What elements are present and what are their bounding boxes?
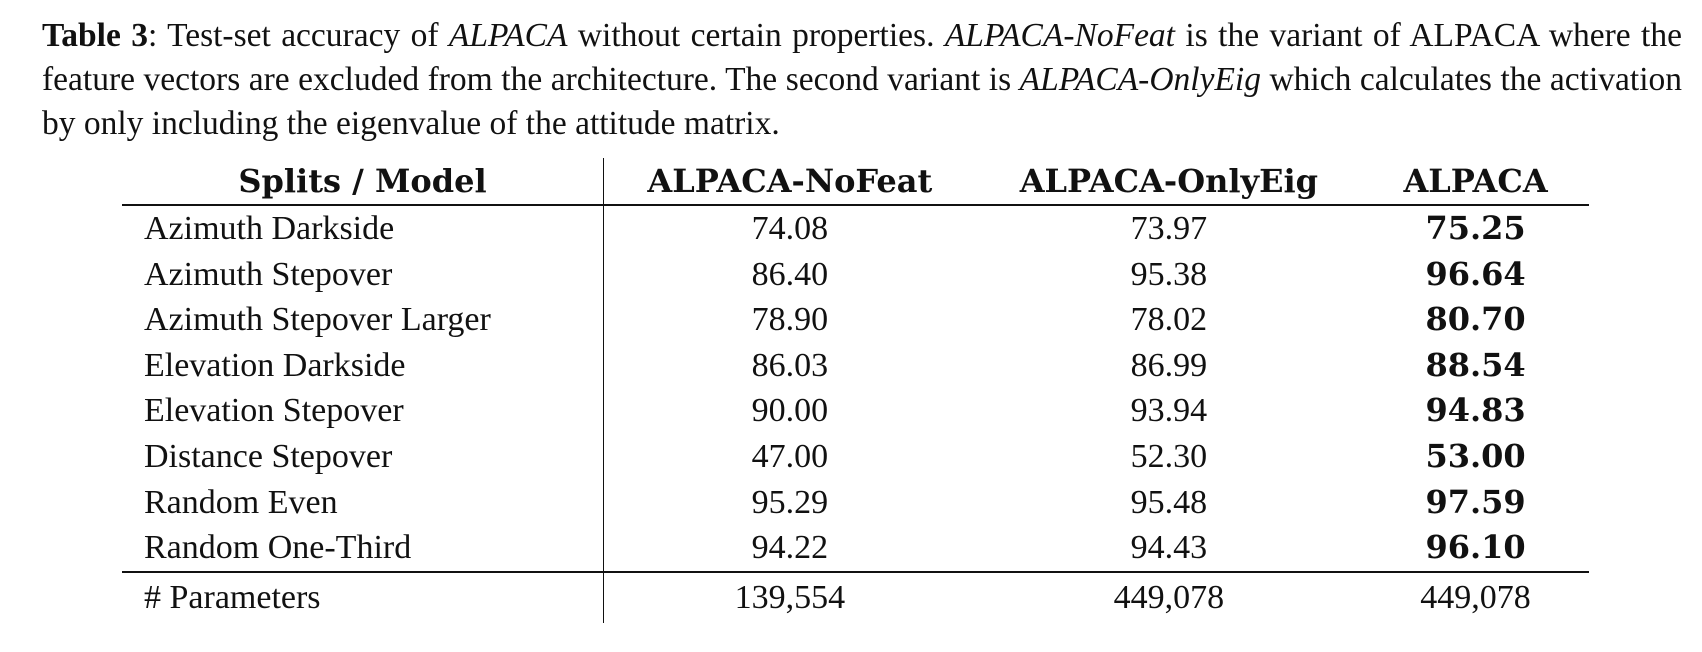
split-name: Distance Stepover: [122, 433, 605, 480]
table-row: Elevation Stepover 90.00 93.94 94.83: [122, 388, 1589, 434]
split-name: Random One-Third: [122, 525, 605, 572]
header-onlyeig: ALPACA-OnlyEig: [975, 158, 1363, 206]
table-row: Random One-Third 94.22 94.43 96.10: [122, 525, 1589, 572]
caption-label: Table 3: [42, 17, 148, 54]
alpaca-value: 96.64: [1425, 254, 1526, 293]
results-table: Splits / Model ALPACA-NoFeat ALPACA-Only…: [122, 158, 1589, 623]
parameters-row: # Parameters 139,554 449,078 449,078: [122, 570, 1589, 623]
onlyeig-value: 78.02: [1130, 301, 1208, 339]
alpaca-params: 449,078: [1362, 570, 1589, 623]
onlyeig-value: 95.38: [1130, 255, 1208, 293]
nofeat-value: 95.29: [751, 483, 829, 521]
split-name: Elevation Stepover: [122, 388, 605, 434]
alpaca-value: 96.10: [1425, 528, 1526, 567]
table-row: Azimuth Darkside 74.08 73.97 75.25: [122, 205, 1589, 252]
split-name: Azimuth Stepover: [122, 251, 605, 298]
table-row: Distance Stepover 47.00 52.30 53.00: [122, 433, 1589, 480]
onlyeig-value: 93.94: [1130, 392, 1208, 430]
alpaca-value: 97.59: [1425, 482, 1526, 521]
caption-text-2: without certain properties.: [567, 17, 945, 54]
alpaca-value: 88.54: [1425, 345, 1526, 384]
nofeat-params: 139,554: [603, 570, 976, 623]
caption-variant-nofeat: ALPACA-NoFeat: [944, 17, 1175, 54]
caption-model-name: ALPACA: [448, 17, 568, 54]
nofeat-value: 94.22: [751, 529, 829, 567]
caption-text-4: which calculates the activation by only …: [42, 61, 1683, 142]
onlyeig-params: 449,078: [975, 570, 1363, 623]
caption-variant-onlyeig: ALPACA-OnlyEig: [1019, 61, 1261, 98]
nofeat-value: 86.40: [751, 255, 829, 293]
table-row: Elevation Darkside 86.03 86.99 88.54: [122, 342, 1589, 389]
alpaca-value: 75.25: [1425, 209, 1526, 247]
table-row: Random Even 95.29 95.48 97.59: [122, 479, 1589, 526]
table-caption: Table 3: Test-set accuracy of ALPACA wit…: [42, 14, 1682, 146]
nofeat-value: 86.03: [751, 346, 829, 384]
header-splits-model: Splits / Model: [122, 158, 605, 206]
nofeat-value: 90.00: [751, 392, 829, 430]
onlyeig-value: 73.97: [1130, 210, 1208, 247]
nofeat-value: 78.90: [751, 301, 829, 339]
split-name: Azimuth Stepover Larger: [122, 297, 605, 343]
table-row: Azimuth Stepover Larger 78.90 78.02 80.7…: [122, 297, 1589, 343]
split-name: Elevation Darkside: [122, 342, 605, 389]
caption-text-3: is the variant of ALPACA where the featu…: [42, 17, 1682, 98]
caption-text-1: : Test-set accuracy of: [147, 17, 449, 54]
parameters-label: # Parameters: [122, 570, 605, 623]
onlyeig-value: 95.48: [1130, 483, 1208, 521]
alpaca-value: 53.00: [1425, 436, 1526, 475]
nofeat-value: 47.00: [751, 437, 829, 475]
onlyeig-value: 94.43: [1130, 529, 1208, 567]
table-row: Azimuth Stepover 86.40 95.38 96.64: [122, 251, 1589, 298]
split-name: Random Even: [122, 479, 605, 526]
nofeat-value: 74.08: [751, 210, 829, 247]
alpaca-value: 80.70: [1425, 300, 1526, 339]
header-nofeat: ALPACA-NoFeat: [603, 158, 976, 206]
alpaca-value: 94.83: [1425, 391, 1526, 430]
onlyeig-value: 86.99: [1130, 346, 1208, 384]
header-alpaca: ALPACA: [1362, 158, 1589, 206]
split-name: Azimuth Darkside: [122, 205, 605, 252]
onlyeig-value: 52.30: [1130, 437, 1208, 475]
table-header-row: Splits / Model ALPACA-NoFeat ALPACA-Only…: [122, 158, 1589, 206]
